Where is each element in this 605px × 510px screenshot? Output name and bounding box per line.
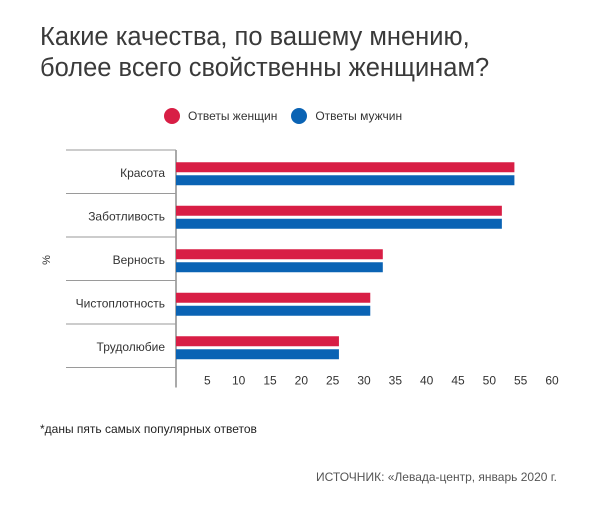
- x-tick-label: 15: [263, 374, 277, 388]
- legend-swatch-men: [291, 108, 308, 124]
- bar-women: [176, 336, 339, 347]
- bar-women: [176, 205, 502, 216]
- chart-title: Какие качества, по вашему мнению, более …: [40, 22, 590, 84]
- legend-item-men: Ответы мужчин: [291, 108, 402, 124]
- bar-men: [176, 218, 502, 229]
- x-tick-label: 10: [232, 374, 246, 388]
- bar-women: [176, 292, 371, 303]
- bar-men: [176, 262, 383, 273]
- bar-men: [176, 175, 515, 186]
- x-tick-label: 55: [514, 374, 528, 388]
- x-tick-label: 30: [357, 374, 371, 388]
- category-label: Трудолюбие: [97, 340, 166, 354]
- x-tick-label: 60: [545, 374, 559, 388]
- legend-label-men: Ответы мужчин: [315, 109, 403, 123]
- bar-women: [176, 249, 383, 260]
- chart-title-line-2: более всего свойственны женщинам?: [40, 54, 490, 82]
- legend-label-women: Ответы женщин: [188, 109, 278, 123]
- bar-women: [176, 162, 515, 173]
- x-tick-label: 35: [389, 374, 403, 388]
- bar-men: [176, 349, 339, 360]
- x-tick-label: 20: [295, 374, 309, 388]
- x-tick-label: 25: [326, 374, 340, 388]
- x-tick-label: 50: [483, 374, 497, 388]
- legend-swatch-women: [164, 108, 180, 124]
- footnote: *даны пять самых популярных ответов: [40, 422, 257, 436]
- legend-item-women: Ответы женщин: [164, 108, 277, 124]
- category-label: Красота: [120, 166, 165, 180]
- x-tick-label: 5: [204, 374, 211, 388]
- category-label: Верность: [113, 253, 165, 267]
- y-axis-unit-label: %: [41, 255, 53, 265]
- chart-title-line-1: Какие качества, по вашему мнению,: [40, 23, 470, 51]
- chart-legend: Ответы женщин Ответы мужчин: [164, 108, 416, 124]
- category-label: Заботливость: [88, 209, 165, 223]
- x-tick-label: 45: [451, 374, 465, 388]
- category-label: Чистоплотность: [76, 296, 165, 310]
- source-note: ИСТОЧНИК: «Левада-центр, январь 2020 г.: [316, 470, 557, 484]
- bar-men: [176, 305, 371, 316]
- x-tick-label: 40: [420, 374, 434, 388]
